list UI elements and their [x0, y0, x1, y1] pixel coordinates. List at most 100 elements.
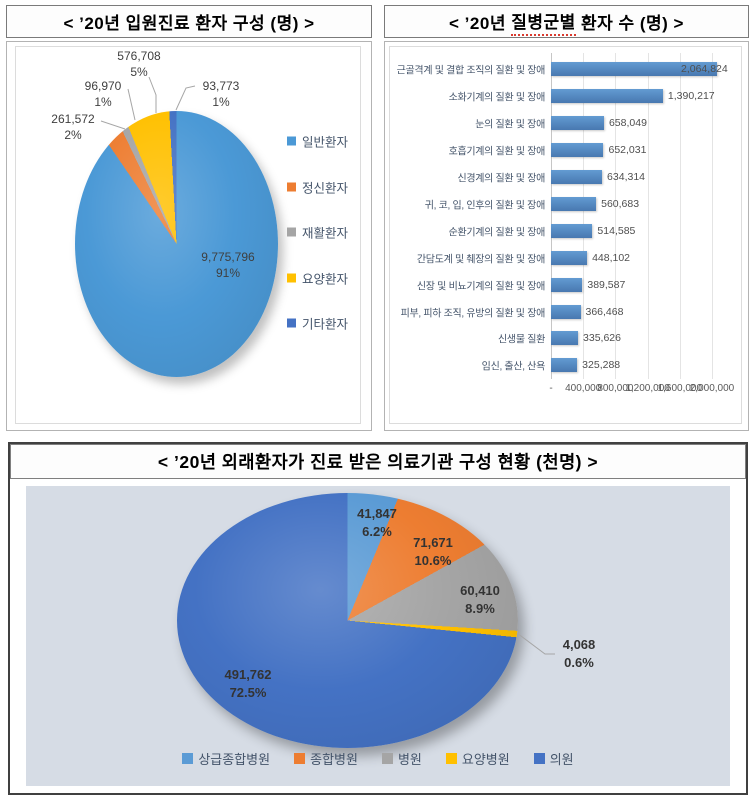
- legend-item: 의원: [533, 749, 574, 768]
- outpatient-plot: 41,847 6.2% 71,671 10.6% 60,410 8.9% 4,068 0.6%…: [26, 486, 730, 786]
- bar: [551, 170, 603, 185]
- legend-swatch: [287, 318, 296, 328]
- bar-row: 근골격계 및 결합 조직의 질환 및 장애 2,064,824: [390, 56, 741, 83]
- disease-chart-card: < ’20년 질병군별 환자 수 (명) > -400,000 800,000 1,…: [384, 5, 749, 431]
- bar: [551, 223, 593, 238]
- bar-row: 피부, 피하 조직, 유방의 질환 및 장애 366,468: [390, 298, 741, 325]
- bar: [551, 358, 578, 373]
- pie-data-label: 60,410 8.9%: [460, 582, 500, 618]
- pie-label-pct: 72.5%: [229, 685, 267, 700]
- pie-label-pct: 0.6%: [564, 655, 594, 670]
- bar-row: 신장 및 비뇨기계의 질환 및 장애 389,587: [390, 271, 741, 298]
- pie-data-label: 4,068 0.6%: [563, 636, 596, 672]
- pie-label-pct: 2%: [64, 128, 82, 142]
- legend-swatch: [381, 752, 393, 764]
- disease-title-part-2: 환자 수 (명) >: [575, 14, 684, 33]
- legend-item: 요양환자: [287, 269, 348, 288]
- legend-item: 정신환자: [287, 178, 348, 197]
- bar-value-label: 560,683: [601, 197, 640, 210]
- bar-category-label: 신경계의 질환 및 장애: [457, 173, 545, 185]
- bar: [551, 304, 581, 319]
- pie-label-value: 71,671: [413, 535, 453, 550]
- bar-value-label: 514,585: [597, 224, 636, 237]
- x-axis-tick-label: 1,600,000: [657, 383, 703, 394]
- disease-title-part-underlined: 질병군별: [511, 8, 576, 36]
- bar-value-label: 658,049: [608, 117, 647, 130]
- x-axis-tick-label: 800,000: [597, 383, 634, 394]
- bar-value-label: 389,587: [587, 278, 626, 291]
- bar-value-label: 335,626: [583, 332, 621, 345]
- legend-label: 의원: [549, 751, 574, 767]
- pie-data-label: 41,847 6.2%: [357, 505, 397, 541]
- pie-label-pct: 5%: [130, 65, 148, 79]
- disease-plot: - 400,000 800,000 1,200,000 1,600,000 2,000,0…: [389, 46, 742, 424]
- bar-value-label: 652,031: [608, 144, 647, 157]
- legend: 상급종합병원 종합병원 병원 요양병원 의원: [26, 748, 730, 768]
- bar-row: 신경계의 질환 및 장애 634,314: [390, 164, 741, 191]
- pie-label-value: 93,773: [202, 79, 240, 93]
- bar-category-label: 순환기계의 질환 및 장애: [448, 227, 546, 239]
- gridline: [712, 53, 713, 379]
- pie-label-pct: 10.6%: [414, 553, 452, 568]
- bar-value-label: 1,390,217: [667, 90, 715, 103]
- legend-label: 재활환자: [302, 226, 349, 241]
- legend-swatch: [287, 182, 296, 192]
- gridline: [615, 53, 617, 379]
- gridline: [647, 53, 649, 379]
- legend-label: 병원: [397, 751, 422, 767]
- bar-category-label: 신생물 질환: [498, 334, 545, 346]
- legend-label: 요양병원: [461, 751, 510, 767]
- bar: [551, 62, 718, 77]
- pie-data-label: 71,671 10.6%: [413, 534, 453, 570]
- legend-label: 상급종합병원: [198, 751, 271, 767]
- bar-category-label: 간담도계 및 췌장의 질환 및 장애: [416, 254, 545, 266]
- inpatient-plot: 9,775,796 91% 261,572 2% 96,970 1% 576,708 5% 93…: [15, 46, 361, 424]
- bar: [551, 196, 597, 211]
- bar: [551, 89, 663, 104]
- inpatient-chart-card: < ’20년 입원진료 환자 구성 (명) > 9,775,796 91% 261,…: [6, 5, 372, 431]
- pie-label-value: 60,410: [460, 583, 500, 598]
- gridline: [551, 53, 552, 379]
- pie-label-value: 96,970: [84, 79, 122, 93]
- legend-item: 상급종합병원: [182, 749, 270, 768]
- bar-category-label: 눈의 질환 및 장애: [475, 119, 545, 131]
- pie-label-pct: 6.2%: [362, 524, 392, 539]
- inpatient-chart-title: < ’20년 입원진료 환자 구성 (명) >: [6, 5, 372, 38]
- pie-data-label: 261,572 2%: [51, 111, 94, 143]
- pie-data-label: 93,773 1%: [203, 78, 240, 110]
- pie-label-pct: 1%: [94, 95, 112, 109]
- bar-category-label: 귀, 코, 입, 인후의 질환 및 장애: [424, 200, 546, 212]
- pie-data-label: 9,775,796 91%: [201, 249, 254, 281]
- pie-label-value: 4,068: [562, 637, 596, 652]
- bar-row: 신생물 질환 335,626: [390, 325, 741, 352]
- pie-label-pct: 1%: [212, 95, 230, 109]
- legend-swatch: [287, 136, 296, 146]
- legend-swatch: [287, 227, 296, 237]
- pie-label-value: 41,847: [357, 506, 397, 521]
- disease-title-part-1: < ’20년: [449, 14, 512, 33]
- bar-value-label: 325,288: [582, 359, 621, 372]
- legend-label: 기타환자: [302, 317, 349, 332]
- inpatient-chart-title-text: < ’20년 입원진료 환자 구성 (명) >: [63, 14, 315, 33]
- legend-item: 요양병원: [445, 749, 510, 768]
- gridline: [679, 53, 681, 379]
- bar-value-label: 448,102: [592, 251, 631, 264]
- gridline: [583, 53, 585, 379]
- legend-item: 병원: [381, 749, 422, 768]
- legend-item: 일반환자: [287, 132, 348, 151]
- legend-item: 종합병원: [294, 749, 358, 768]
- pie-label-pct: 8.9%: [465, 601, 495, 616]
- pie-label-value: 576,708: [117, 49, 161, 63]
- pie-data-label: 491,762 72.5%: [225, 666, 272, 702]
- bar-row: 임신, 출산, 산욕 325,288: [390, 352, 741, 379]
- pie-label-value: 491,762: [224, 667, 272, 682]
- bar-category-label: 신장 및 비뇨기계의 질환 및 장애: [416, 281, 545, 293]
- outpatient-chart-title-text: < ’20년 외래환자가 진료 받은 의료기관 구성 현황 (천명) >: [157, 452, 599, 472]
- pie-data-label: 576,708 5%: [117, 48, 160, 80]
- outpatient-chart-card: < ’20년 외래환자가 진료 받은 의료기관 구성 현황 (천명) > 41,…: [8, 442, 748, 795]
- bar-row: 호흡기계의 질환 및 장애 652,031: [390, 137, 741, 164]
- pie-label-pct: 91%: [215, 266, 241, 280]
- bar-row: 간담도계 및 췌장의 질환 및 장애 448,102: [390, 244, 741, 271]
- pie-label-value: 9,775,796: [201, 250, 255, 264]
